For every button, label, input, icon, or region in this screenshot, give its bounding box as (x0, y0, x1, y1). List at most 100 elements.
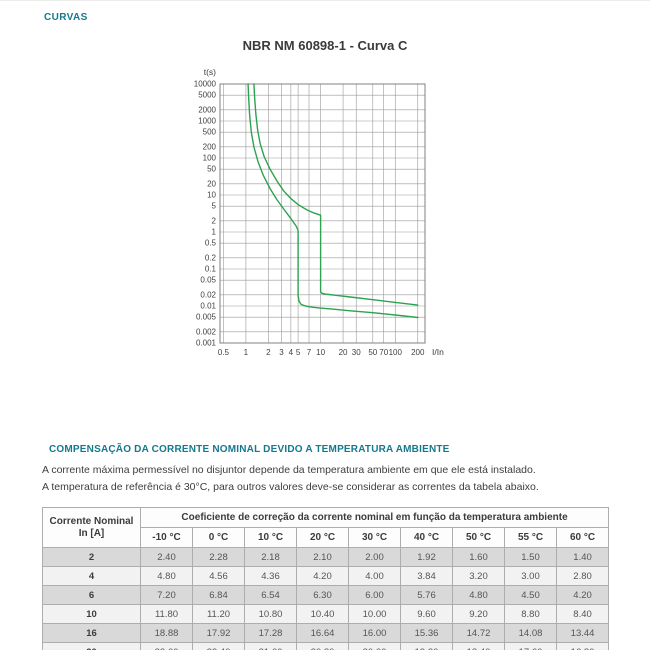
table-cell-coefficient: 5.76 (400, 585, 453, 605)
y-tick-label: 50 (207, 165, 216, 174)
table-header-corrente-nominal: Corrente Nominal In [A] (42, 507, 141, 548)
trip-curve (247, 83, 419, 319)
table-row: 6 7.20 6.84 6.54 6.30 6.00 5.76 4.80 4.50 4.20 (42, 585, 610, 605)
y-tick-label: 1 (212, 228, 217, 237)
table-header-temp: 30 °C (348, 527, 401, 548)
x-axis-title: I/In (432, 347, 444, 357)
table-cell-coefficient: 18.88 (140, 623, 193, 643)
y-tick-label: 0.001 (196, 339, 217, 348)
page-section-label: CURVAS (44, 12, 88, 23)
x-tick-label: 20 (339, 348, 348, 357)
table-cell-coefficient: 19.20 (400, 642, 453, 650)
x-tick-label: 4 (289, 348, 294, 357)
table-cell-coefficient: 17.60 (504, 642, 557, 650)
x-tick-label: 1 (244, 348, 249, 357)
table-cell-coefficient: 22.40 (192, 642, 245, 650)
y-tick-label: 2 (212, 216, 217, 225)
correction-table-container: Corrente Nominal In [A] Coeficiente de c… (42, 507, 610, 650)
y-tick-label: 100 (203, 154, 217, 163)
y-axis-title: t(s) (204, 67, 216, 77)
table-cell-coefficient: 6.84 (192, 585, 245, 605)
table-header-corrente-nominal-line1: Corrente Nominal (49, 515, 134, 527)
table-row: 4 4.80 4.56 4.36 4.20 4.00 3.84 3.20 3.00 2.80 (42, 566, 610, 586)
x-tick-label: 30 (352, 348, 361, 357)
table-cell-coefficient: 4.80 (140, 566, 193, 586)
page-top-rule (0, 0, 650, 1)
y-tick-label: 0.005 (196, 313, 217, 322)
table-cell-coefficient: 20.00 (348, 642, 401, 650)
table-cell-coefficient: 2.40 (140, 547, 193, 567)
table-cell-coefficient: 8.40 (555, 604, 610, 624)
table-cell-coefficient: 4.20 (555, 585, 610, 605)
y-tick-label: 0.2 (205, 253, 217, 262)
table-header-row-1: Corrente Nominal In [A] Coeficiente de c… (42, 507, 610, 548)
x-tick-label: 2 (266, 348, 271, 357)
y-tick-label: 20 (207, 179, 216, 188)
table-cell-coefficient: 18.40 (452, 642, 505, 650)
y-tick-label: 0.002 (196, 327, 217, 336)
table-cell-coefficient: 4.20 (296, 566, 349, 586)
table-cell-coefficient: 3.84 (400, 566, 453, 586)
table-cell-in: 6 (42, 585, 141, 605)
table-header-temp: 55 °C (504, 527, 557, 548)
table-cell-coefficient: 1.92 (400, 547, 453, 567)
y-tick-label: 0.5 (205, 239, 217, 248)
table-cell-coefficient: 1.40 (555, 547, 610, 567)
table-cell-coefficient: 13.44 (555, 623, 610, 643)
table-cell-in: 16 (42, 623, 141, 643)
chart-title: NBR NM 60898-1 - Curva C (242, 38, 408, 53)
table-cell-coefficient: 6.30 (296, 585, 349, 605)
y-tick-label: 0.1 (205, 265, 217, 274)
table-cell-coefficient: 17.28 (244, 623, 297, 643)
table-cell-in: 10 (42, 604, 141, 624)
table-cell-coefficient: 14.72 (452, 623, 505, 643)
table-cell-coefficient: 8.80 (504, 604, 557, 624)
table-cell-coefficient: 7.20 (140, 585, 193, 605)
compensation-line-1: A corrente máxima permessível no disjunt… (42, 464, 536, 476)
table-cell-in: 20 (42, 642, 141, 650)
x-tick-label: 50 (368, 348, 377, 357)
table-cell-coefficient: 2.18 (244, 547, 297, 567)
table-row: 16 18.88 17.92 17.28 16.64 16.00 15.36 14.72 14.… (42, 623, 610, 643)
plot-frame (219, 83, 426, 344)
trip-curve (253, 83, 419, 306)
table-cell-coefficient: 16.64 (296, 623, 349, 643)
table-header-coeficiente: Coeficiente de correção da corrente nomi… (139, 507, 610, 528)
y-tick-label: 10000 (194, 80, 217, 89)
table-cell-coefficient: 10.80 (244, 604, 297, 624)
trip-curve-svg: 10000 5000 2000 1000 500 200 100 50 20 10 5 2 1 0.5 0.… (194, 67, 444, 357)
table-cell-coefficient: 17.92 (192, 623, 245, 643)
y-tick-label: 2000 (198, 105, 216, 114)
table-cell-coefficient: 21.60 (244, 642, 297, 650)
table-row: 2 2.40 2.28 2.18 2.10 2.00 1.92 1.60 1.50 1.40 (42, 547, 610, 567)
table-header-temp: 10 °C (244, 527, 297, 548)
table-row: 10 11.80 11.20 10.80 10.40 10.00 9.60 9.20 8.80 8… (42, 604, 610, 624)
table-cell-coefficient: 15.36 (400, 623, 453, 643)
table-cell-coefficient: 4.80 (452, 585, 505, 605)
y-tick-label: 0.01 (200, 302, 216, 311)
table-cell-coefficient: 2.28 (192, 547, 245, 567)
y-tick-label: 0.05 (200, 276, 216, 285)
table-cell-in: 4 (42, 566, 141, 586)
table-cell-coefficient: 3.20 (452, 566, 505, 586)
y-tick-label: 1000 (198, 117, 216, 126)
y-tick-label: 500 (203, 128, 217, 137)
table-header-row-temperatures: -10 °C 0 °C 10 °C 20 °C 30 °C 40 °C 50 °C 55 °C… (43, 527, 610, 548)
table-cell-coefficient: 9.20 (452, 604, 505, 624)
x-tick-label: 200 (411, 348, 425, 357)
table-cell-coefficient: 16.80 (555, 642, 610, 650)
table-cell-coefficient: 10.40 (296, 604, 349, 624)
y-tick-label: 5000 (198, 91, 216, 100)
x-tick-label: 10 (316, 348, 325, 357)
table-cell-coefficient: 9.60 (400, 604, 453, 624)
table-cell-coefficient: 10.00 (348, 604, 401, 624)
x-tick-label: 5 (296, 348, 301, 357)
x-tick-label: 100 (389, 348, 403, 357)
trip-curve-chart: 10000 5000 2000 1000 500 200 100 50 20 10 5 2 1 0.5 0.… (185, 60, 460, 375)
table-cell-coefficient: 4.56 (192, 566, 245, 586)
y-tick-label: 10 (207, 191, 216, 200)
table-header-temp: -10 °C (140, 527, 193, 548)
table-cell-coefficient: 16.00 (348, 623, 401, 643)
table-header-temp: 50 °C (452, 527, 505, 548)
